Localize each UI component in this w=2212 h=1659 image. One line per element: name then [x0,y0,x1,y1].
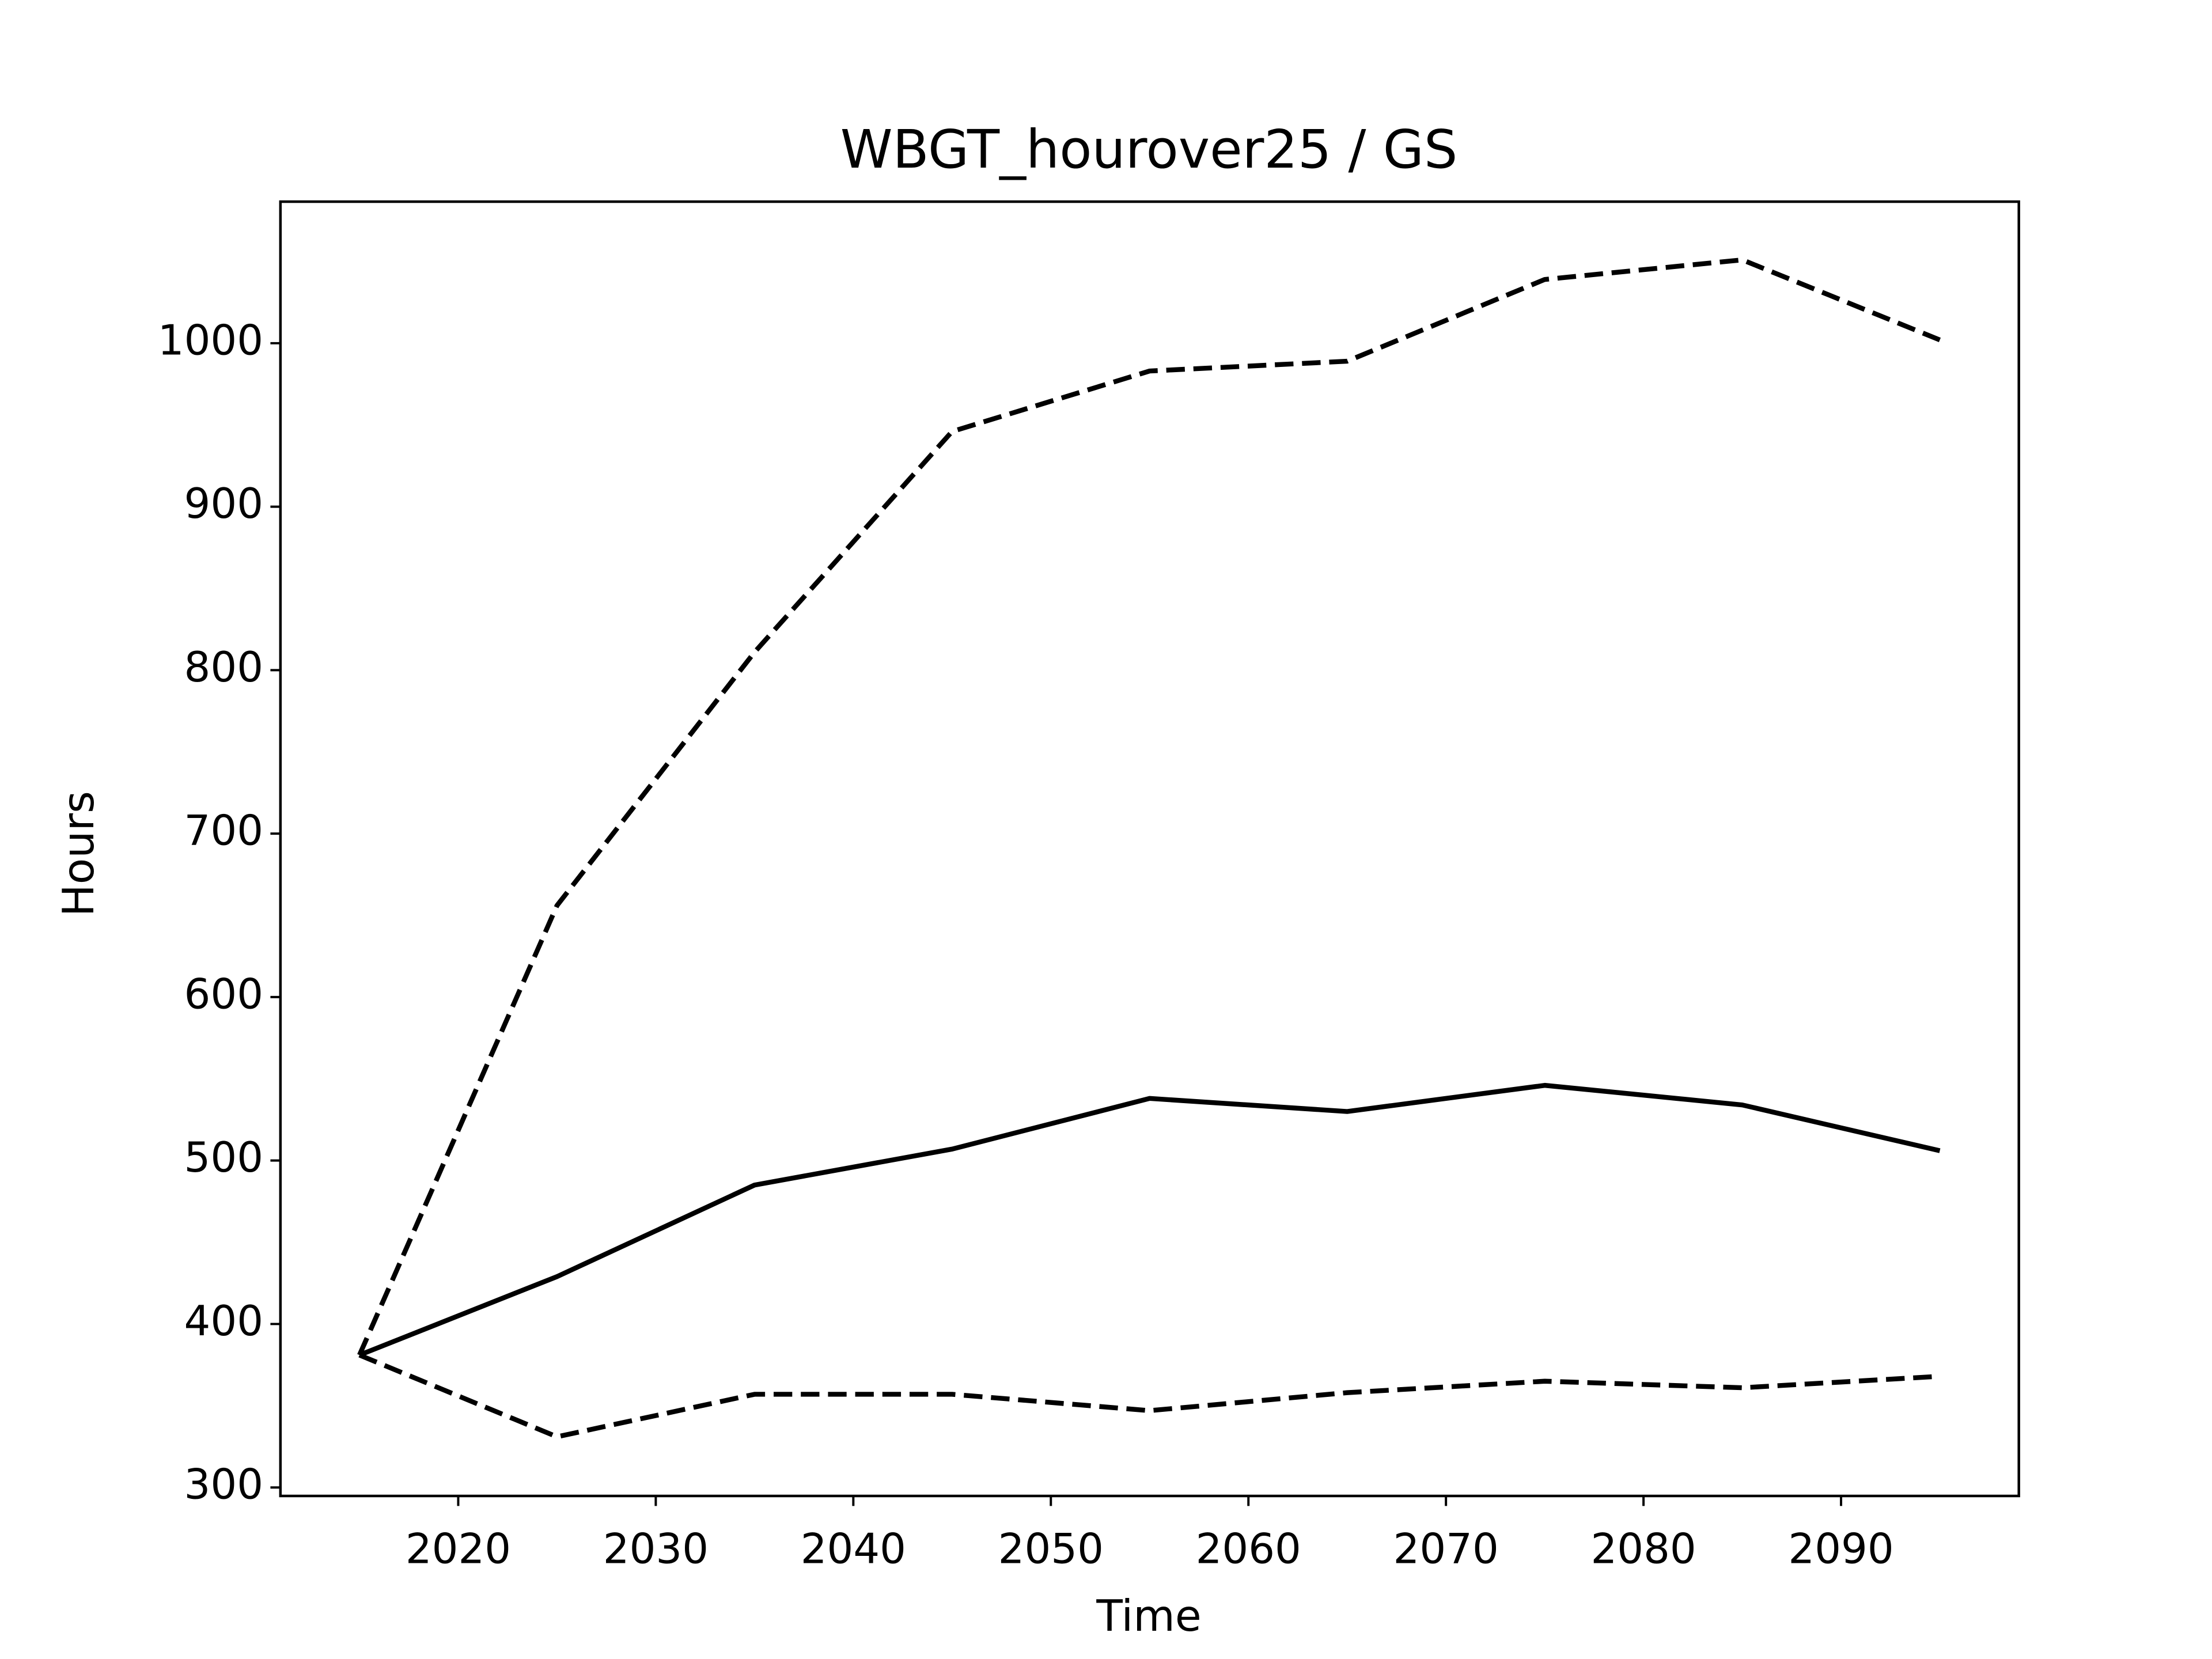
y-tick-label: 800 [184,643,263,691]
x-tick-label: 2090 [1788,1524,1893,1573]
y-tick-label: 900 [184,479,263,528]
x-axis-label: Time [1096,1591,1201,1641]
y-tick-label: 300 [184,1460,263,1509]
x-tick-label: 2020 [406,1524,511,1573]
x-tick-label: 2050 [998,1524,1104,1573]
y-axis-label: Hours [54,791,104,916]
y-tick-label: 500 [184,1133,263,1181]
y-tick-label: 1000 [158,316,263,364]
y-tick-label: 600 [184,969,263,1018]
y-tick-label: 700 [184,806,263,855]
line-series [358,1353,1940,1440]
x-tick-label: 2030 [603,1524,709,1573]
x-tick-label: 2070 [1393,1524,1499,1573]
plot-frame [279,200,2020,1498]
chart-title: WBGT_hourover25 / GS [840,119,1458,180]
line-series [357,257,1941,1357]
y-tick-label: 400 [184,1297,263,1345]
x-tick-label: 2080 [1590,1524,1696,1573]
x-tick-label: 2040 [801,1524,906,1573]
line-series [358,1082,1941,1358]
x-tick-label: 2060 [1196,1524,1301,1573]
